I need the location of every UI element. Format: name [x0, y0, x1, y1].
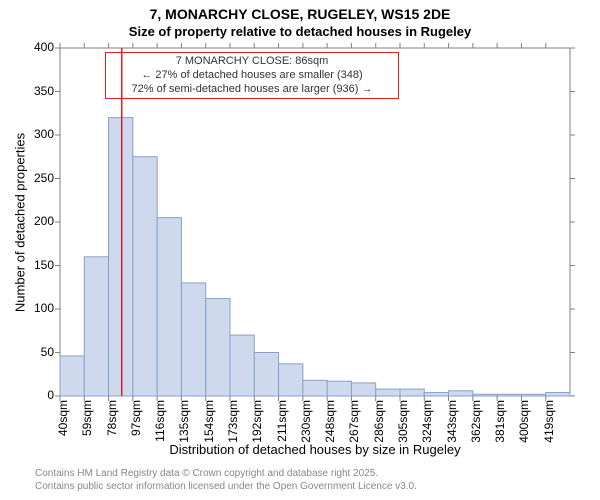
- footer-line1: Contains HM Land Registry data © Crown c…: [35, 468, 378, 479]
- xtick-label: 286sqm: [372, 400, 386, 450]
- ytick-label: 200: [12, 214, 54, 228]
- property-marker-annotation: 7 MONARCHY CLOSE: 86sqm ← 27% of detache…: [105, 52, 399, 99]
- xtick-label: 78sqm: [105, 400, 119, 450]
- xtick-label: 154sqm: [202, 400, 216, 450]
- xtick-label: 59sqm: [80, 400, 94, 450]
- xtick-label: 173sqm: [226, 400, 240, 450]
- xtick-label: 230sqm: [299, 400, 313, 450]
- xtick-label: 192sqm: [250, 400, 264, 450]
- xtick-label: 343sqm: [445, 400, 459, 450]
- xtick-label: 40sqm: [56, 400, 70, 450]
- xtick-label: 419sqm: [542, 400, 556, 450]
- xtick-label: 362sqm: [469, 400, 483, 450]
- xtick-label: 211sqm: [275, 400, 289, 450]
- ytick-label: 300: [12, 127, 54, 141]
- xtick-label: 135sqm: [177, 400, 191, 450]
- ytick-label: 250: [12, 171, 54, 185]
- xtick-label: 116sqm: [153, 400, 167, 450]
- footer-line2: Contains public sector information licen…: [35, 481, 417, 492]
- ytick-label: 400: [12, 40, 54, 54]
- xtick-label: 400sqm: [517, 400, 531, 450]
- xtick-label: 267sqm: [347, 400, 361, 450]
- ytick-label: 150: [12, 258, 54, 272]
- ytick-label: 50: [12, 345, 54, 359]
- xtick-label: 324sqm: [420, 400, 434, 450]
- xtick-label: 248sqm: [323, 400, 337, 450]
- ytick-label: 0: [12, 388, 54, 402]
- xtick-label: 305sqm: [396, 400, 410, 450]
- xtick-label: 97sqm: [129, 400, 143, 450]
- ytick-label: 350: [12, 84, 54, 98]
- xtick-label: 381sqm: [493, 400, 507, 450]
- ytick-label: 100: [12, 301, 54, 315]
